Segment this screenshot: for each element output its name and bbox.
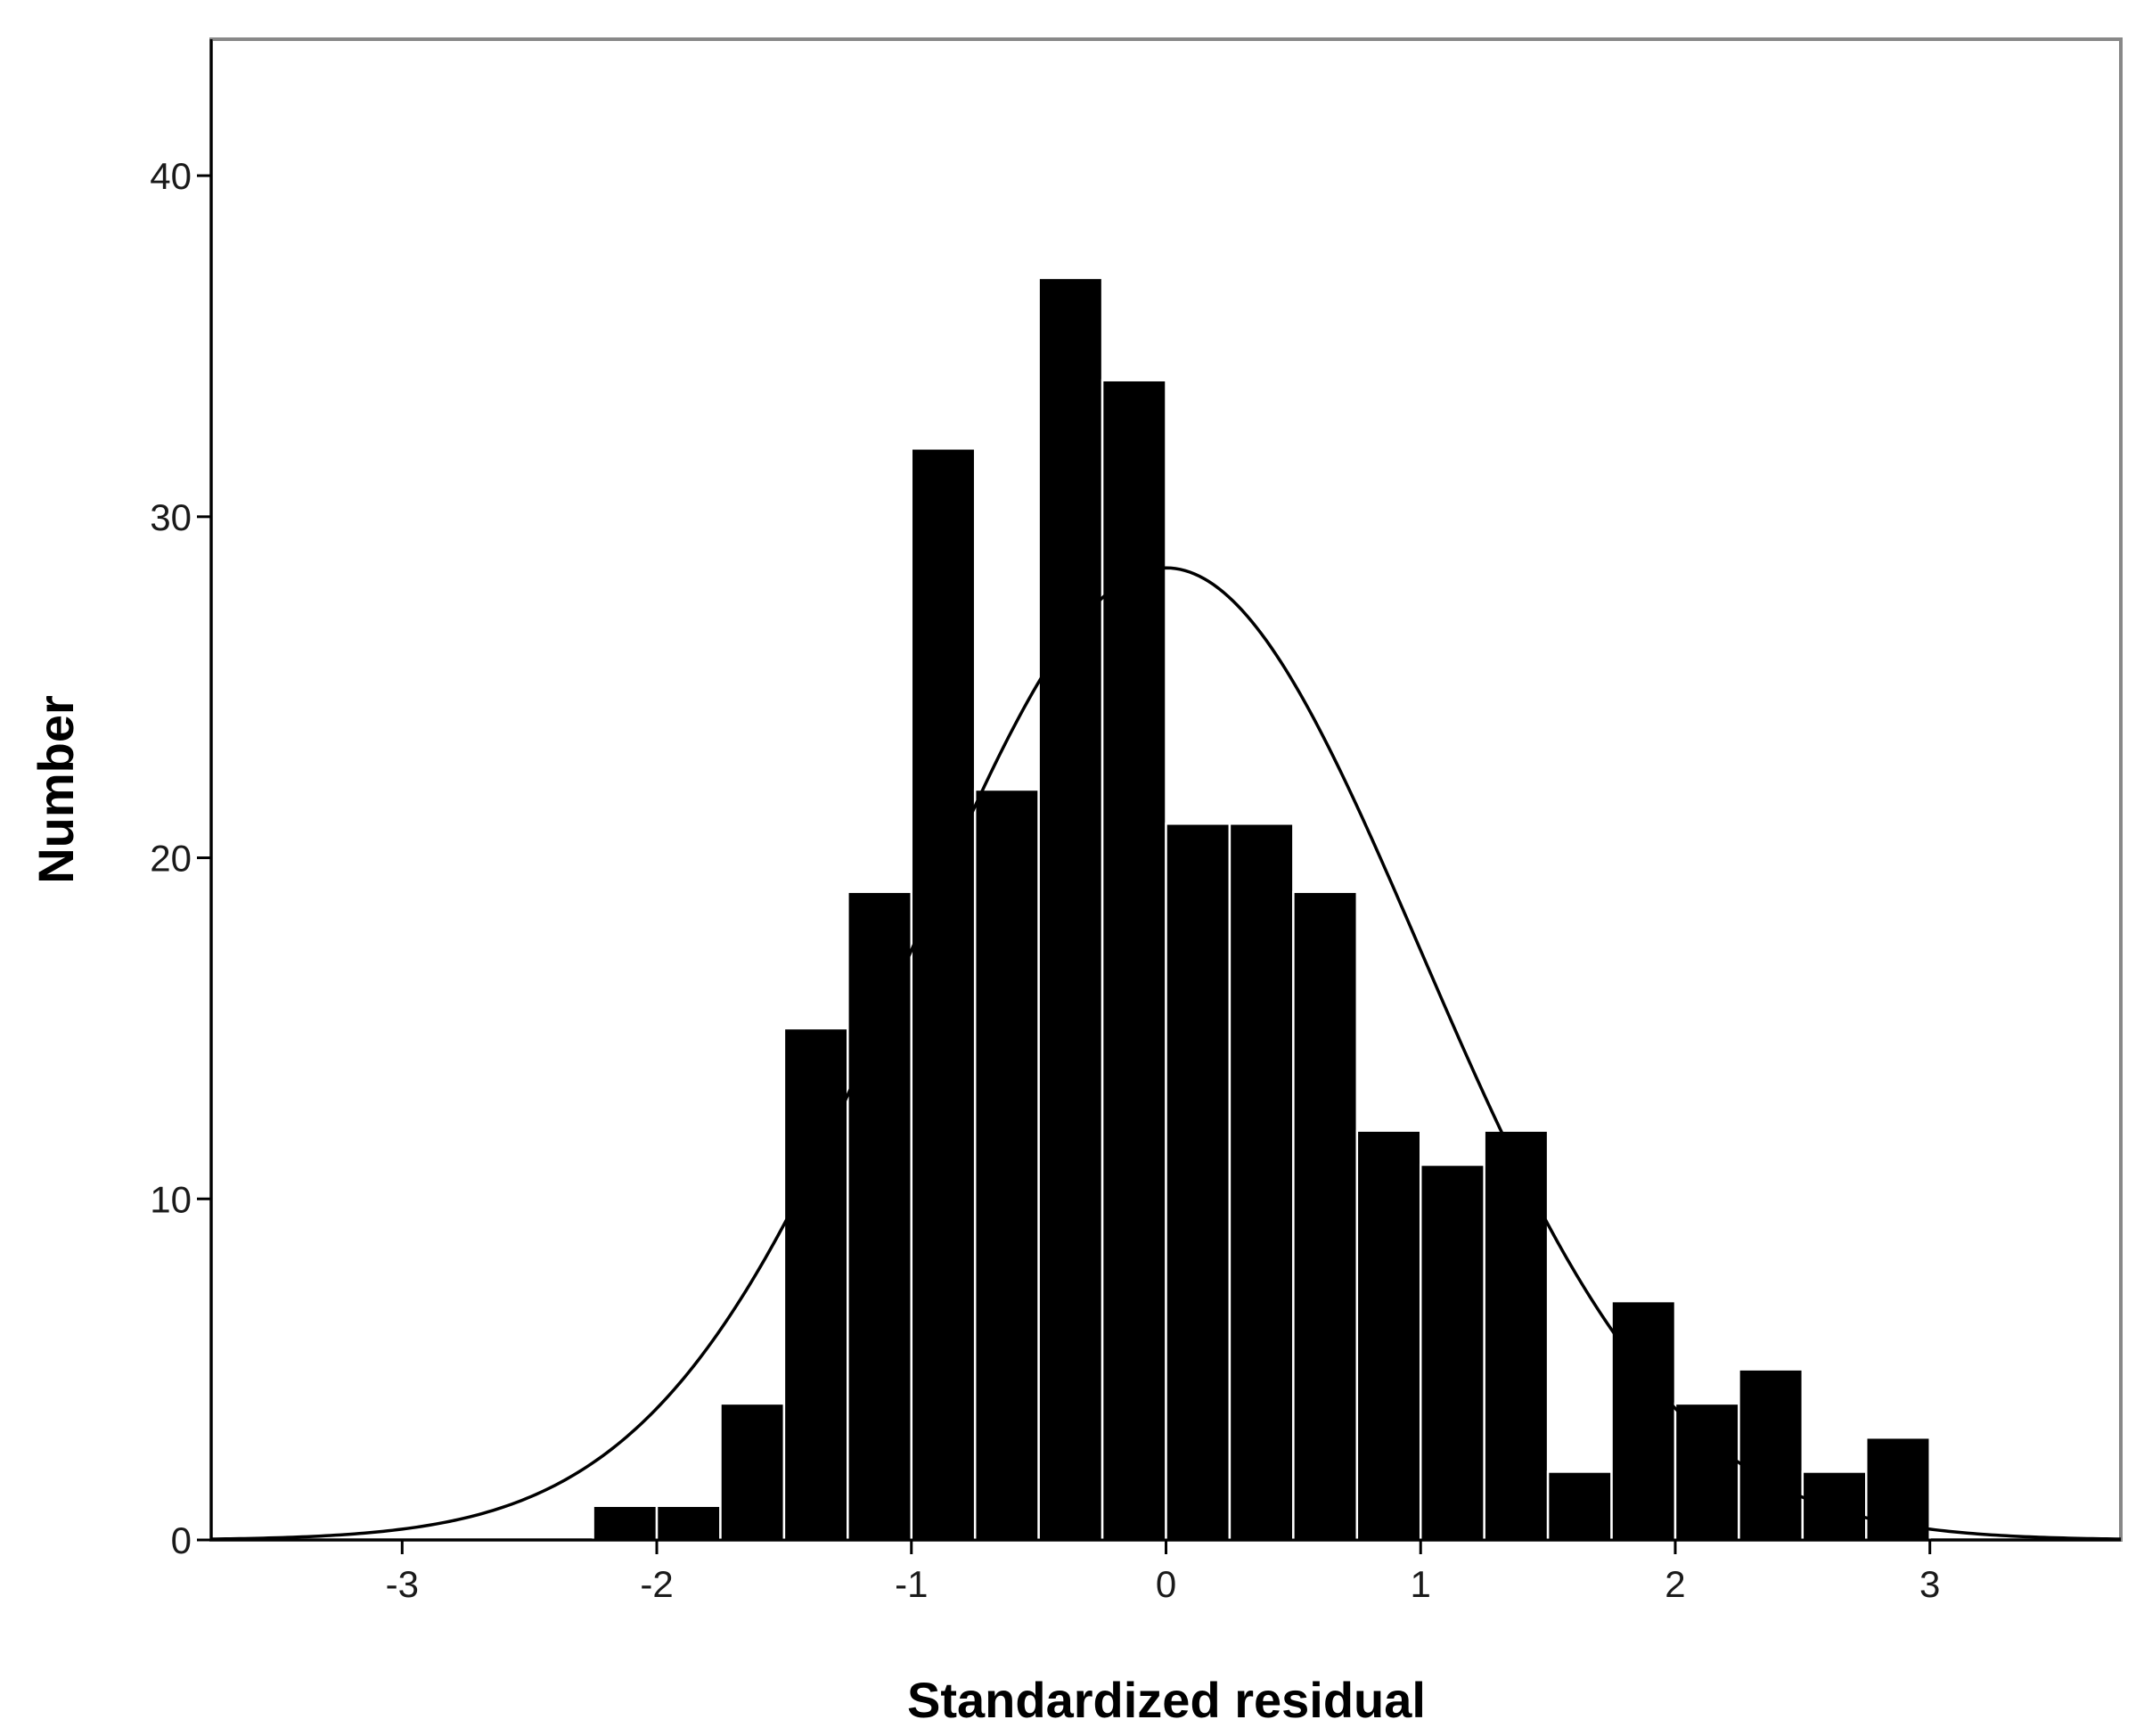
histogram-bar-2 [719, 1402, 786, 1542]
histogram-bar-8 [1101, 379, 1167, 1542]
histogram-bar-14 [1483, 1129, 1550, 1542]
y-axis-title: Number [28, 695, 84, 884]
histogram-bar-13 [1419, 1163, 1485, 1542]
histogram-bar-15 [1546, 1470, 1613, 1542]
x-tick-label: -1 [895, 1563, 928, 1605]
x-tick-label: 3 [1919, 1563, 1940, 1605]
x-tick-label: 0 [1156, 1563, 1176, 1605]
normal-curve [210, 566, 2122, 1541]
histogram-bar-0 [592, 1504, 659, 1542]
y-tick-label: 0 [171, 1519, 192, 1561]
x-tick-label: 1 [1411, 1563, 1431, 1605]
histogram-bar-3 [782, 1027, 849, 1542]
y-tick-label: 10 [150, 1178, 192, 1220]
histogram-bar-16 [1610, 1299, 1677, 1542]
histogram-bar-18 [1738, 1368, 1804, 1542]
histogram-bar-7 [1037, 276, 1104, 1542]
x-axis-title: Standardized residual [907, 1672, 1426, 1728]
x-tick-label: -2 [640, 1563, 673, 1605]
histogram-bar-12 [1355, 1129, 1422, 1542]
x-tick-label: -3 [386, 1563, 419, 1605]
y-tick-label: 20 [150, 838, 192, 880]
histogram-bar-5 [910, 447, 977, 1542]
y-tick-label: 40 [150, 155, 192, 197]
histogram-bar-9 [1165, 823, 1232, 1542]
histogram-bar-4 [847, 890, 913, 1542]
histogram-bar-1 [655, 1504, 722, 1542]
histogram-bar-10 [1228, 823, 1295, 1542]
y-ticks-group: 0 10 20 30 40 [150, 155, 211, 1561]
histogram-bar-11 [1292, 890, 1359, 1542]
y-tick-label: 30 [150, 496, 192, 538]
bars-group [592, 276, 1931, 1542]
histogram-bar-6 [973, 788, 1040, 1542]
x-tick-label: 2 [1665, 1563, 1685, 1605]
x-ticks-group: -3 -2 -1 0 1 2 3 [386, 1540, 1940, 1605]
histogram-bar-19 [1801, 1470, 1868, 1542]
histogram-bar-17 [1673, 1402, 1740, 1542]
